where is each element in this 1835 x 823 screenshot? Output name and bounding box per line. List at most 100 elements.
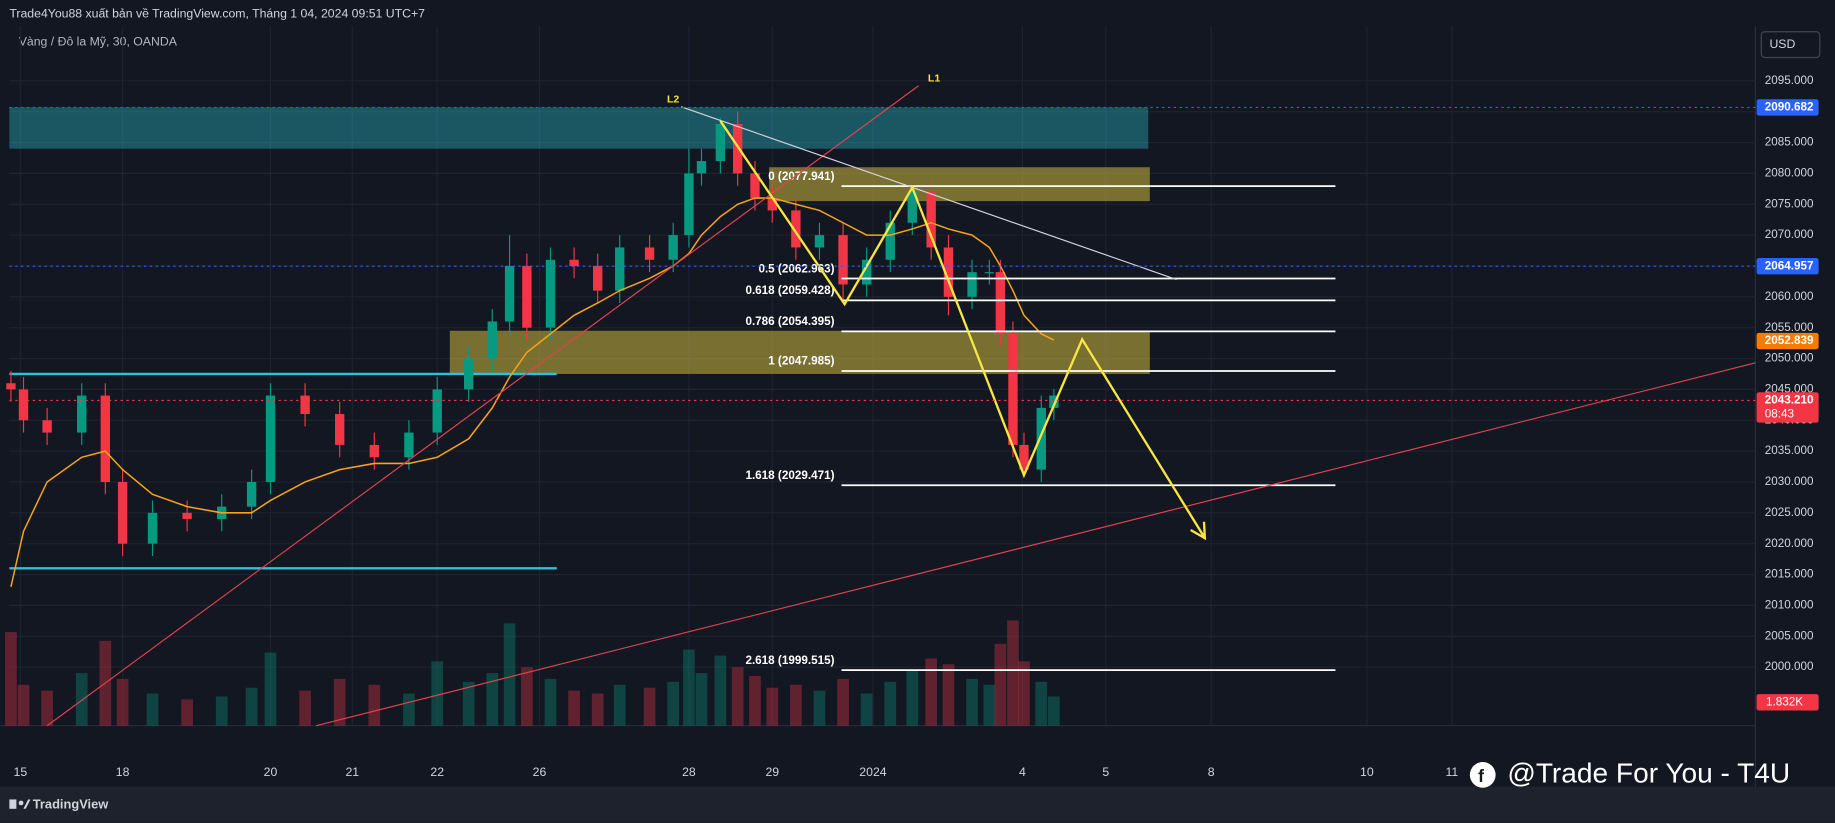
volume-bar	[643, 687, 656, 726]
zone	[449, 330, 1150, 374]
candle-body	[522, 265, 532, 328]
moving-average	[10, 197, 1055, 588]
x-tick-label: 29	[765, 765, 779, 779]
x-tick-label: 15	[14, 765, 28, 779]
facebook-icon	[1469, 761, 1496, 788]
candle-body	[100, 395, 110, 482]
volume-bar	[17, 684, 30, 726]
facebook-f: f	[1478, 766, 1484, 786]
volume-bar	[333, 678, 346, 726]
x-tick-label: 4	[1019, 765, 1026, 779]
publisher: Trade4You88 xuất bản về TradingView.com,…	[9, 6, 425, 20]
fib-label: 1 (2047.985)	[768, 355, 834, 368]
volume-bar	[860, 693, 873, 726]
volume-bar	[75, 673, 88, 726]
volume-tag	[1756, 694, 1819, 711]
y-tick-label: 2045.000	[1765, 382, 1814, 395]
candle-body	[814, 235, 825, 248]
candle-body	[943, 247, 954, 297]
candle-body	[6, 383, 16, 390]
volume-bar	[1048, 696, 1060, 726]
y-tick-label: 2025.000	[1765, 506, 1814, 519]
volume-bar	[181, 699, 193, 726]
candle-body	[487, 321, 497, 359]
candle-body	[907, 191, 917, 223]
candle-body	[1049, 395, 1059, 408]
volume-bar	[1007, 620, 1019, 726]
candle-body	[569, 259, 579, 266]
candle-body	[838, 235, 848, 285]
y-tick-label: 2055.000	[1765, 321, 1814, 334]
trendline-label: L2	[667, 93, 679, 105]
x-tick-label: 5	[1102, 765, 1109, 779]
volume-bar	[431, 661, 444, 726]
volume-bar	[299, 690, 311, 726]
candle-body	[369, 444, 379, 458]
candle-body	[668, 235, 678, 260]
price-tag-label: 2052.839	[1765, 334, 1814, 347]
volume-tag-label: 1.832K	[1766, 695, 1803, 708]
volume-bar	[146, 693, 159, 726]
candle-body	[117, 481, 128, 544]
volume-bar	[503, 623, 516, 726]
price-tag	[1756, 392, 1819, 423]
y-tick-label: 2000.000	[1765, 660, 1814, 673]
x-tick-label: 18	[116, 765, 130, 779]
candle-body	[861, 259, 872, 285]
y-tick-label: 2005.000	[1765, 629, 1814, 642]
volume-bar	[695, 673, 708, 726]
fib-label: 0.786 (2054.395)	[745, 315, 834, 328]
candle-body	[545, 259, 556, 328]
candle-body	[926, 191, 936, 248]
y-tick-label: 2050.000	[1765, 352, 1814, 365]
fib-label: 0.618 (2059.428)	[745, 284, 834, 297]
volume-bar	[766, 687, 779, 726]
currency-button[interactable]	[1760, 31, 1821, 59]
brand: TradingView	[33, 797, 110, 812]
candle-body	[147, 512, 158, 544]
x-tick-label: 10	[1360, 765, 1374, 779]
candle-body	[18, 389, 29, 421]
projection-path	[719, 120, 1206, 539]
volume-bar	[368, 684, 381, 726]
candle-body	[732, 124, 743, 174]
candle-body	[696, 161, 707, 174]
x-tick-label: 20	[264, 765, 278, 779]
candle-body	[432, 389, 442, 433]
candle-body	[404, 432, 414, 458]
symbol: Vàng / Đô la Mỹ, 30, OANDA	[19, 35, 178, 49]
zone	[769, 167, 1150, 202]
volume-bar	[5, 632, 17, 726]
volume-bar	[1035, 681, 1048, 726]
y-tick-label: 2030.000	[1765, 475, 1814, 488]
candle-body	[246, 481, 257, 507]
volume-bar	[925, 658, 938, 726]
candle-body	[644, 247, 655, 260]
zone	[9, 107, 1149, 149]
candle-body	[1008, 333, 1018, 445]
volume-bar	[731, 667, 744, 726]
trendline-label: L1	[928, 73, 940, 85]
candle-body	[750, 173, 760, 199]
volume-bar	[521, 667, 533, 726]
volume-bar	[486, 673, 499, 726]
fib-label: 1.618 (2029.471)	[745, 469, 834, 482]
y-tick-label: 2035.000	[1765, 444, 1814, 457]
candle-body	[615, 247, 625, 291]
fib-label: 0 (2077.941)	[768, 170, 834, 183]
trendline	[680, 106, 1177, 281]
candle-body	[182, 512, 192, 519]
candle-body	[300, 395, 310, 415]
y-tick-label: 2020.000	[1765, 537, 1814, 550]
candle-body	[464, 358, 474, 390]
price-tag-label: 2090.682	[1765, 101, 1814, 114]
currency[interactable]: USD	[1769, 37, 1795, 51]
volume-bar	[403, 693, 415, 726]
y-tick-label: 2015.000	[1765, 568, 1814, 581]
price-tag	[1756, 99, 1819, 116]
y-tick-label: 2010.000	[1765, 598, 1814, 611]
countdown: 08:43	[1765, 408, 1794, 421]
x-tick-label: 11	[1445, 765, 1458, 779]
x-tick-label: 2024	[859, 765, 886, 779]
